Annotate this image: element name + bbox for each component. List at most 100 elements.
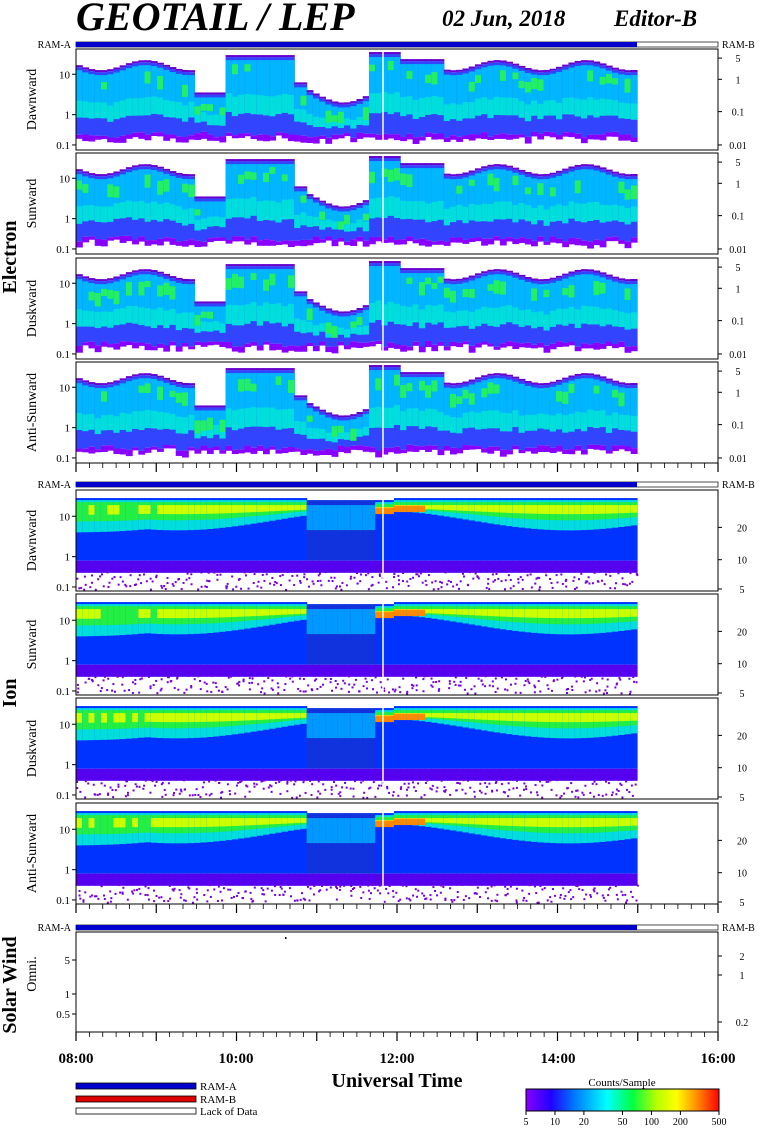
spectrogram-cell bbox=[125, 664, 133, 677]
spectrogram-cell bbox=[562, 505, 570, 515]
spectrogram-cell bbox=[375, 604, 383, 665]
spectrogram-cell bbox=[344, 781, 347, 784]
spectrogram-cell bbox=[281, 55, 289, 58]
spectrogram-cell bbox=[612, 78, 619, 85]
spectrogram-cell bbox=[76, 65, 83, 68]
spectrogram-cell bbox=[263, 239, 270, 246]
spectrogram-cell bbox=[213, 505, 220, 514]
spectrogram-cell bbox=[331, 560, 339, 573]
spectrogram-cell bbox=[256, 505, 264, 512]
spectrogram-cell bbox=[275, 811, 283, 874]
spectrogram-cell bbox=[584, 691, 587, 694]
spectrogram-cell bbox=[387, 708, 395, 769]
spectrogram-cell bbox=[562, 342, 570, 347]
spectrogram-cell bbox=[437, 133, 445, 140]
spectrogram-cell bbox=[325, 609, 333, 635]
spectrogram-cell bbox=[83, 575, 86, 578]
spectrogram-cell bbox=[588, 582, 591, 585]
spectrogram-cell bbox=[244, 811, 252, 874]
spectrogram-cell bbox=[370, 584, 373, 587]
spectrogram-cell bbox=[359, 580, 362, 583]
spectrogram-cell bbox=[518, 498, 526, 561]
spectrogram-cell bbox=[506, 689, 509, 692]
spectrogram-cell bbox=[368, 171, 376, 184]
spectrogram-cell bbox=[157, 204, 164, 222]
spectrogram-cell bbox=[400, 385, 407, 398]
spectrogram-cell bbox=[206, 448, 214, 454]
spectrogram-cell bbox=[306, 239, 314, 246]
spectrogram-cell bbox=[531, 69, 538, 72]
spectrogram-cell bbox=[244, 64, 252, 72]
spectrogram-cell bbox=[269, 373, 277, 410]
spectrogram-cell bbox=[518, 560, 526, 573]
spectrogram-cell bbox=[331, 310, 339, 313]
spectrogram-cell bbox=[499, 609, 507, 617]
spectrogram-cell bbox=[245, 784, 248, 787]
spectrogram-cell bbox=[88, 873, 96, 886]
spectrogram-cell bbox=[555, 391, 563, 402]
spectrogram-cell bbox=[169, 276, 177, 279]
spectrogram-cell bbox=[238, 498, 245, 561]
spectrogram-cell bbox=[100, 388, 108, 417]
spectrogram-cell bbox=[367, 588, 370, 591]
spectrogram-cell bbox=[599, 706, 607, 769]
spectrogram-cell bbox=[512, 175, 520, 186]
spectrogram-cell bbox=[271, 679, 274, 682]
spectrogram-cell bbox=[629, 572, 632, 575]
spectrogram-cell bbox=[431, 168, 439, 205]
spectrogram-cell bbox=[555, 794, 558, 797]
spectrogram-cell bbox=[337, 120, 345, 129]
spectrogram-cell bbox=[240, 780, 243, 783]
spectrogram-cell bbox=[125, 413, 133, 432]
spectrogram-cell bbox=[169, 134, 177, 139]
spectrogram-cell bbox=[605, 873, 613, 886]
spectrogram-cell bbox=[393, 714, 401, 721]
spectrogram-cell bbox=[260, 586, 263, 589]
spectrogram-cell bbox=[338, 888, 341, 891]
spectrogram-cell bbox=[213, 706, 220, 769]
spectrogram-cell bbox=[213, 92, 220, 95]
spectrogram-cell bbox=[174, 581, 177, 584]
spectrogram-cell bbox=[197, 793, 200, 796]
spectrogram-cell bbox=[616, 898, 619, 901]
spectrogram-cell bbox=[300, 713, 308, 718]
spectrogram-cell bbox=[518, 80, 526, 89]
spectrogram-cell bbox=[250, 447, 258, 454]
spectrogram-cell bbox=[129, 585, 132, 588]
spectrogram-cell bbox=[125, 560, 133, 573]
spectrogram-cell bbox=[362, 664, 370, 677]
spectrogram-cell bbox=[331, 609, 339, 635]
spectrogram-cell bbox=[163, 382, 171, 414]
spectrogram-cell bbox=[381, 604, 389, 665]
spectrogram-cell bbox=[546, 684, 549, 687]
spectrogram-cell bbox=[160, 896, 163, 899]
spectrogram-cell bbox=[543, 278, 551, 281]
spectrogram-cell bbox=[319, 813, 326, 874]
spectrogram-cell bbox=[263, 55, 270, 58]
spectrogram-cell bbox=[138, 65, 146, 99]
spectrogram-cell bbox=[125, 873, 133, 886]
spectrogram-cell bbox=[94, 609, 102, 619]
spectrogram-cell bbox=[490, 899, 493, 902]
spectrogram-cell bbox=[269, 304, 277, 324]
spectrogram-cell bbox=[515, 887, 518, 890]
spectrogram-cell bbox=[225, 93, 233, 113]
spectrogram-cell bbox=[125, 63, 133, 66]
spectrogram-cell bbox=[359, 573, 362, 576]
spectrogram-cell bbox=[375, 768, 383, 781]
spectrogram-cell bbox=[387, 134, 395, 139]
spectrogram-cell bbox=[512, 172, 520, 206]
spectrogram-cell bbox=[300, 498, 308, 561]
spectrogram-cell bbox=[294, 706, 301, 769]
spectrogram-cell bbox=[624, 602, 632, 665]
spectrogram-cell bbox=[194, 92, 202, 95]
spectrogram-cell bbox=[253, 573, 256, 576]
spectrogram-cell bbox=[568, 713, 576, 723]
spectrogram-cell bbox=[263, 341, 270, 345]
spectrogram-cell bbox=[605, 132, 613, 137]
spectrogram-cell bbox=[353, 780, 356, 783]
spectrogram-cell bbox=[462, 664, 470, 677]
spectrogram-cell bbox=[325, 432, 333, 442]
spectrogram-cell bbox=[452, 585, 455, 588]
spectrogram-cell bbox=[275, 60, 283, 96]
